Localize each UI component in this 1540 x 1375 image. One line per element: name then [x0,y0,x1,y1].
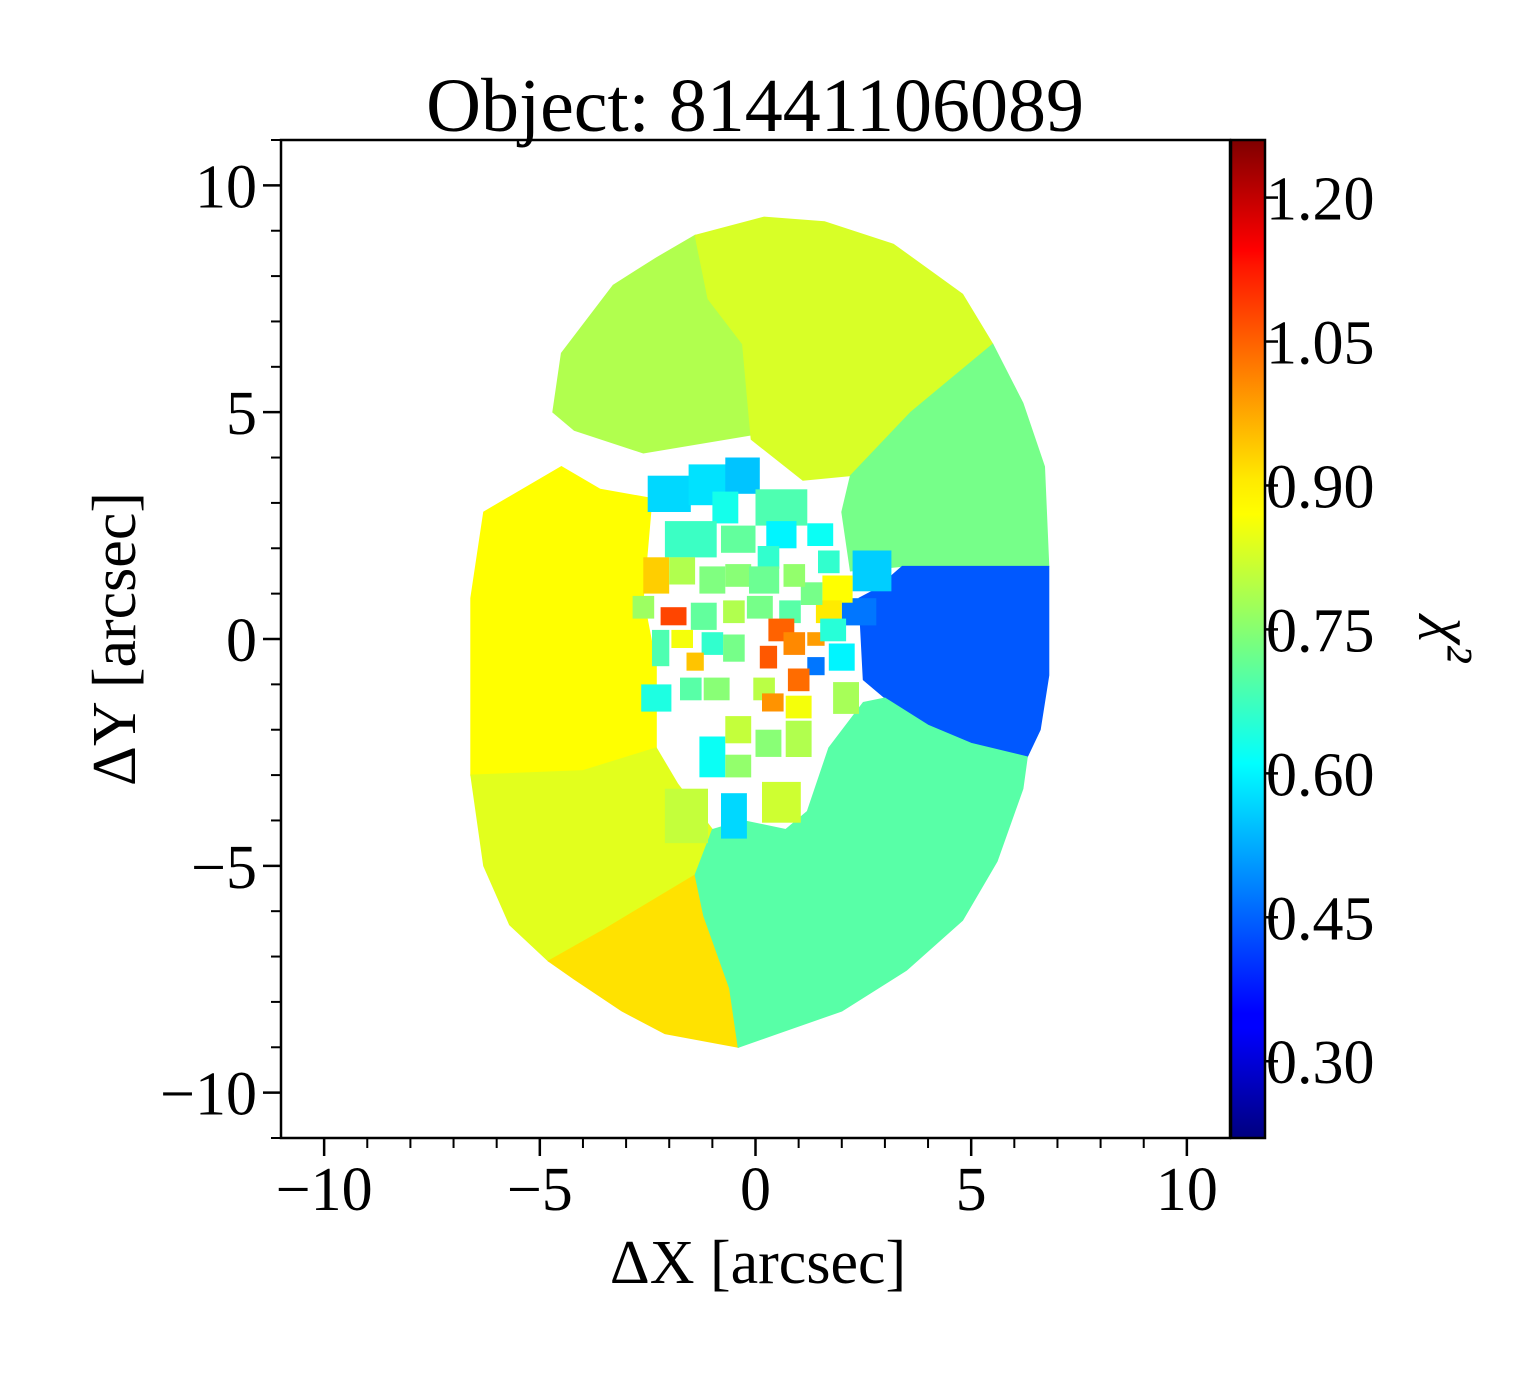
core-bin [785,720,812,757]
core-bin [779,600,801,624]
core-bin [766,521,797,549]
x-tick-label: 10 [1156,1156,1218,1224]
core-bin [669,557,696,585]
core-bin [783,632,806,655]
colorbar-ticks: 0.30 0.45 0.60 0.75 0.90 1.05 1.20 [1265,166,1375,1097]
core-bin [785,695,812,719]
x-tick-label: 5 [956,1156,987,1224]
core-bin [725,564,752,587]
x-tick-label: 0 [740,1156,771,1224]
core-bin [699,736,726,778]
voronoi-regions [470,216,1050,1048]
core-bin [664,521,717,558]
core-bin [762,781,801,823]
y-tick-label: −5 [191,834,257,902]
y-axis: −10 −5 0 5 10 [160,139,281,1139]
core-bin [841,598,877,626]
colorbar-label: χ² [1419,613,1485,663]
region-south [694,697,1028,1048]
core-bin [660,607,687,626]
core-bin [822,575,853,603]
region-west [470,466,657,776]
core-bin [820,618,847,642]
core-bin [701,632,724,655]
colorbar-tick-label: 0.60 [1266,741,1375,809]
colorbar [1229,138,1267,1140]
core-bin [686,652,704,671]
core-bin [721,793,747,839]
core-bin [787,668,810,692]
core-bin [652,629,670,667]
y-tick-label: 0 [226,607,257,675]
colorbar-tick-label: 1.05 [1266,310,1375,378]
core-bin [815,600,842,624]
core-bin [671,629,693,648]
colorbar-tick-label: 0.75 [1266,597,1375,665]
core-bin [762,693,784,712]
core-bin [721,525,756,553]
y-tick-label: 10 [195,153,257,221]
core-bin [643,557,670,594]
core-bin [664,788,708,844]
colorbar-tick-label: 0.90 [1266,453,1375,521]
core-bin [818,550,840,574]
colorbar-tick-label: 0.45 [1266,885,1375,953]
core-bin [757,546,780,569]
core-bin [833,682,859,714]
core-bin [783,564,806,587]
core-bin [852,550,892,592]
core-bin [807,657,825,676]
core-bin [807,523,834,546]
core-bin [725,457,760,494]
core-bin [800,582,823,605]
y-tick-label: −10 [160,1061,257,1129]
x-axis: −10 −5 0 5 10 [276,1138,1218,1224]
core-bin [641,684,672,712]
core-bin [725,716,752,744]
x-axis-label: ΔX [arcsec] [610,1229,906,1297]
colorbar-tick-label: 0.30 [1266,1029,1375,1097]
core-bin [690,602,717,630]
core-bin [703,677,730,701]
core-bin [647,475,691,512]
core-bin [723,600,745,624]
colorbar-tick-label: 1.20 [1266,166,1375,234]
y-axis-label: ΔY [arcsec] [81,492,149,786]
core-bin [749,566,780,594]
core-bin [699,566,726,594]
x-tick-label: −10 [276,1156,373,1224]
x-tick-label: −5 [507,1156,573,1224]
y-tick-label: 5 [226,380,257,448]
core-bin [723,634,745,662]
plot-area [470,216,1050,1048]
core-bin [725,754,752,778]
core-bin [759,645,778,669]
chart-title: Object: 81441106089 [426,64,1084,148]
core-bin [755,489,808,526]
core-bin [632,595,655,619]
core-bin [746,595,773,619]
core-bin [755,729,782,757]
core-bin [828,643,855,671]
core-bins [632,457,892,844]
core-bin [712,491,739,524]
core-bin [680,677,702,701]
